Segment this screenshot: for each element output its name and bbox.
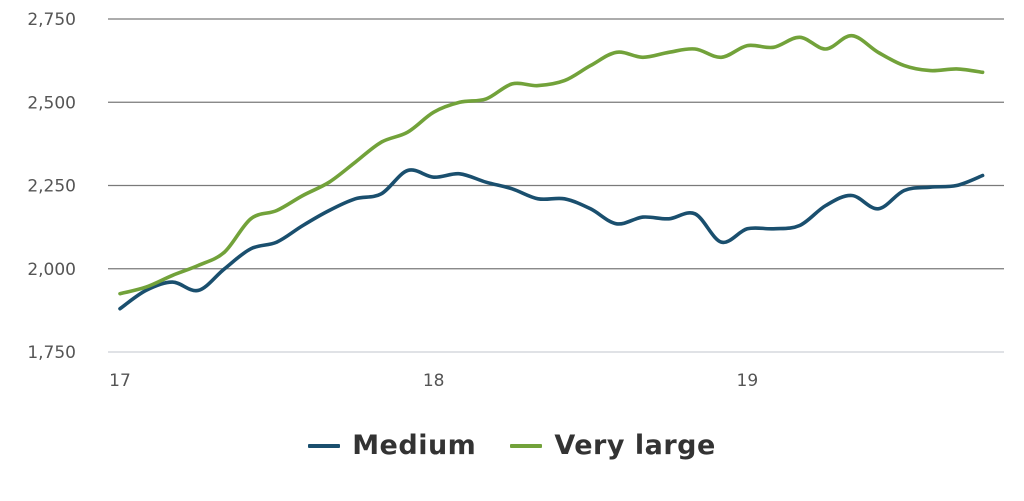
legend-swatch-medium bbox=[308, 443, 341, 448]
legend-label-medium: Medium bbox=[352, 430, 477, 461]
y-tick-label: 2,000 bbox=[27, 260, 76, 280]
legend-swatch-very-large bbox=[510, 443, 543, 448]
legend-label-very-large: Very large bbox=[554, 430, 716, 461]
legend-item-very-large: Very large bbox=[510, 430, 715, 461]
series-line-very-large bbox=[118, 33, 985, 296]
y-tick-label: 2,500 bbox=[27, 93, 76, 113]
line-chart: 1,750 2,000 2,250 2,500 2,750 17 18 19 bbox=[27, 10, 1004, 391]
grid-lines bbox=[108, 18, 1004, 353]
series-lines bbox=[118, 33, 985, 311]
y-axis-ticks: 1,750 2,000 2,250 2,500 2,750 bbox=[27, 10, 76, 363]
x-tick-label: 17 bbox=[109, 371, 131, 391]
x-axis-ticks: 17 18 19 bbox=[109, 371, 758, 391]
legend: Medium Very large bbox=[0, 430, 1024, 461]
y-tick-label: 2,750 bbox=[27, 10, 76, 30]
x-tick-label: 19 bbox=[737, 371, 759, 391]
y-tick-label: 1,750 bbox=[27, 343, 76, 363]
series-line-medium bbox=[118, 168, 985, 311]
legend-item-medium: Medium bbox=[308, 430, 476, 461]
y-tick-label: 2,250 bbox=[27, 177, 76, 197]
x-tick-label: 18 bbox=[423, 371, 445, 391]
